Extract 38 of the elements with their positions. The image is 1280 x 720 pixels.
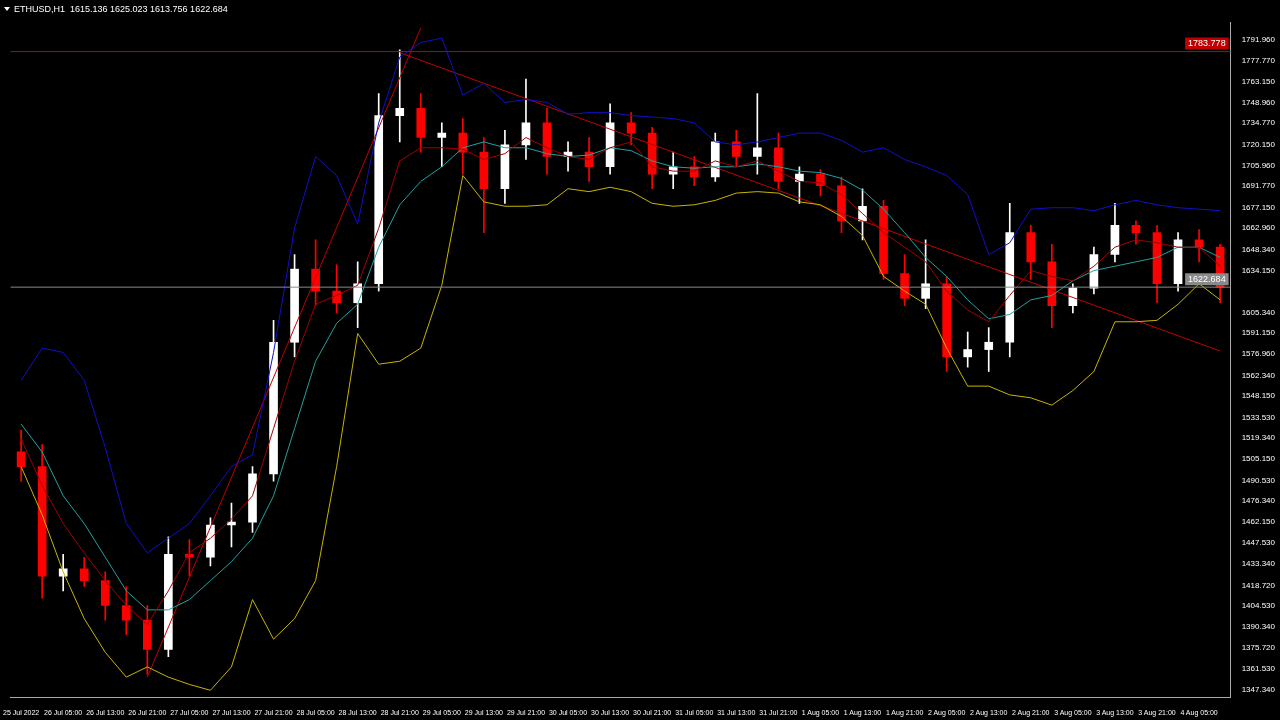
y-tick-label: 1763.150 <box>1241 76 1276 86</box>
y-tick-label: 1562.340 <box>1241 370 1276 380</box>
y-tick-label: 1662.960 <box>1241 223 1276 233</box>
y-tick-label: 1605.340 <box>1241 307 1276 317</box>
y-tick-label: 1519.340 <box>1241 433 1276 443</box>
chart-title: ETHUSD,H1 1615.136 1625.023 1613.756 1622.684 <box>14 4 228 14</box>
y-tick-label: 1691.770 <box>1241 181 1276 191</box>
y-tick-label: 1705.960 <box>1241 160 1276 170</box>
y-tick-label: 1347.340 <box>1241 684 1276 694</box>
y-tick-label: 1375.720 <box>1241 643 1276 653</box>
ref-line-label: 1622.684 <box>1188 273 1226 284</box>
y-tick-label: 1404.530 <box>1241 601 1276 611</box>
candlestick <box>437 122 447 168</box>
y-tick-label: 1634.150 <box>1241 265 1276 275</box>
y-tick-label: 1576.960 <box>1241 349 1276 359</box>
y-tick-label: 1490.530 <box>1241 475 1276 485</box>
y-tick-label: 1720.150 <box>1241 139 1276 149</box>
y-tick-label: 1418.720 <box>1241 580 1276 590</box>
y-tick-label: 1677.150 <box>1241 202 1276 212</box>
y-tick-label: 1433.340 <box>1241 559 1276 569</box>
y-tick-label: 1734.770 <box>1241 118 1276 128</box>
y-tick-label: 1462.150 <box>1241 517 1276 527</box>
y-tick-label: 1791.960 <box>1241 34 1276 44</box>
y-tick-label: 1748.960 <box>1241 97 1276 107</box>
y-tick-label: 1505.150 <box>1241 454 1276 464</box>
candlestick <box>984 327 994 372</box>
y-tick-label: 1777.770 <box>1241 55 1276 65</box>
y-tick-label: 1533.530 <box>1241 412 1276 422</box>
y-tick-label: 1591.150 <box>1241 328 1276 338</box>
y-tick-label: 1361.530 <box>1241 664 1276 674</box>
ref-line-label: 1783.778 <box>1188 38 1226 49</box>
candlestick <box>395 49 405 143</box>
y-tick-label: 1476.340 <box>1241 496 1276 506</box>
candlestick <box>963 331 973 368</box>
y-tick-label: 1390.340 <box>1241 622 1276 632</box>
y-tick-label: 1548.150 <box>1241 391 1276 401</box>
y-tick-label: 1648.340 <box>1241 244 1276 254</box>
y-tick-label: 1447.530 <box>1241 538 1276 548</box>
